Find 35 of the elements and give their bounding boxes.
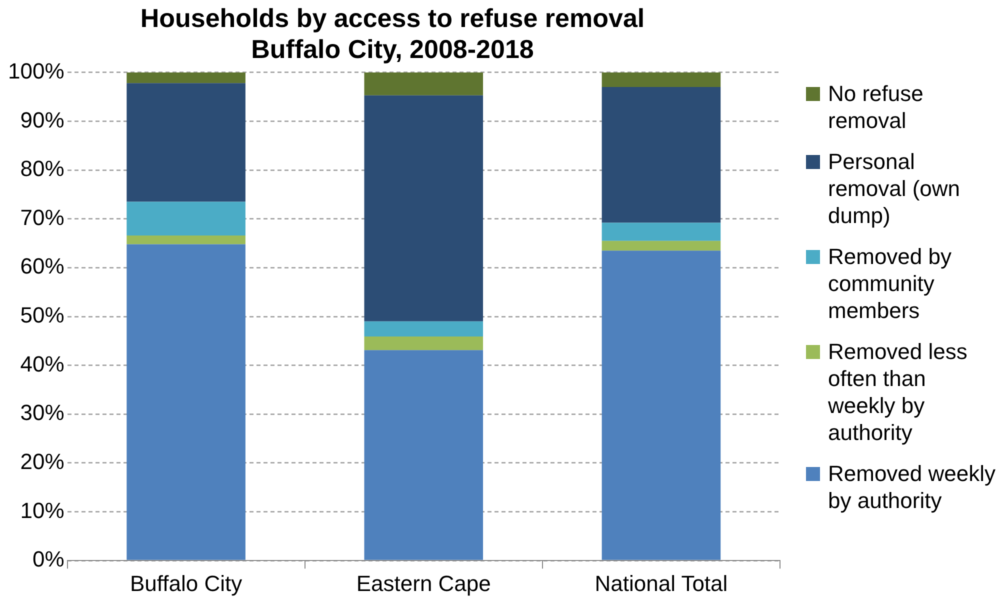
x-tick-label: National Total bbox=[594, 570, 728, 596]
y-tick-label: 80% bbox=[20, 156, 64, 182]
y-tick-label: 10% bbox=[20, 498, 64, 523]
bar bbox=[126, 72, 246, 84]
legend-label: No refuse removal bbox=[828, 80, 924, 134]
bar bbox=[364, 95, 484, 322]
bar bbox=[126, 235, 246, 244]
y-tick-label: 40% bbox=[20, 351, 64, 376]
y-tick-label: 90% bbox=[20, 107, 64, 132]
legend-label: Removed less often than weekly by authority bbox=[828, 338, 968, 446]
y-tick-label: 60% bbox=[20, 254, 64, 279]
bar bbox=[364, 350, 484, 560]
y-tick-label: 50% bbox=[20, 302, 64, 328]
y-tick-label: 70% bbox=[20, 204, 64, 230]
bar bbox=[364, 321, 484, 337]
legend-label: Removed weekly by authority bbox=[828, 460, 997, 514]
y-tick-label: 30% bbox=[20, 400, 64, 426]
legend-label: Personal removal (own dump) bbox=[828, 148, 962, 229]
legend-label: Removed by community members bbox=[828, 243, 953, 324]
chart-title: Households by access to refuse removal Buffalo City, 2008-2018 bbox=[140, 2, 645, 64]
bar bbox=[602, 250, 721, 560]
bar bbox=[126, 202, 246, 236]
bar bbox=[602, 72, 721, 88]
x-tick-label: Buffalo City bbox=[130, 570, 242, 596]
bar bbox=[126, 83, 246, 202]
y-tick-label: 20% bbox=[20, 449, 64, 474]
bar bbox=[364, 336, 484, 350]
y-tick-label: 0% bbox=[32, 546, 64, 572]
bar bbox=[126, 244, 246, 560]
y-tick-label: 100% bbox=[8, 58, 64, 84]
bar bbox=[602, 222, 721, 241]
bar bbox=[602, 87, 721, 223]
bar bbox=[364, 72, 484, 96]
x-tick-label: Eastern Cape bbox=[356, 570, 491, 596]
bar bbox=[602, 240, 721, 251]
